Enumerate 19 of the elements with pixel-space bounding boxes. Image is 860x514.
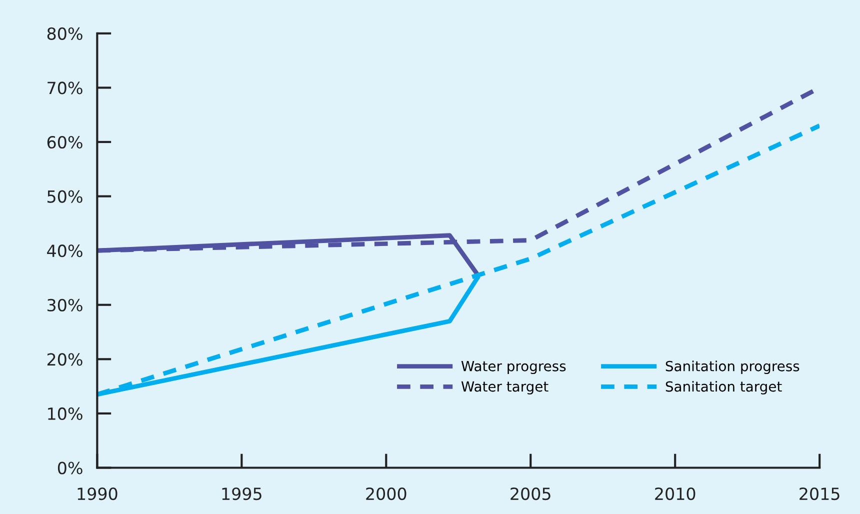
y-tick-label: 60% xyxy=(47,136,82,149)
x-tick-label: 2015 xyxy=(800,487,840,500)
x-tick-label: 1995 xyxy=(222,487,262,500)
y-tick-label: 80% xyxy=(47,27,82,40)
y-tick-label: 0% xyxy=(58,462,82,474)
legend-label: Sanitation progress xyxy=(666,360,800,374)
y-tick-label: 20% xyxy=(47,353,82,366)
y-tick-label: 30% xyxy=(48,298,82,312)
legend-label: Sanitation target xyxy=(666,380,782,394)
y-tick-label: 40% xyxy=(47,244,82,258)
y-tick-label: 50% xyxy=(48,190,82,203)
legend-label: Water target xyxy=(461,381,548,394)
legend-label: Water progress xyxy=(461,361,566,374)
x-tick-label: 1990 xyxy=(78,487,118,500)
x-tick-label: 2010 xyxy=(655,487,696,500)
x-tick-label: 2005 xyxy=(510,487,550,500)
y-tick-label: 10% xyxy=(48,407,82,420)
y-tick-label: 70% xyxy=(48,82,82,94)
x-tick-label: 2000 xyxy=(366,487,406,500)
